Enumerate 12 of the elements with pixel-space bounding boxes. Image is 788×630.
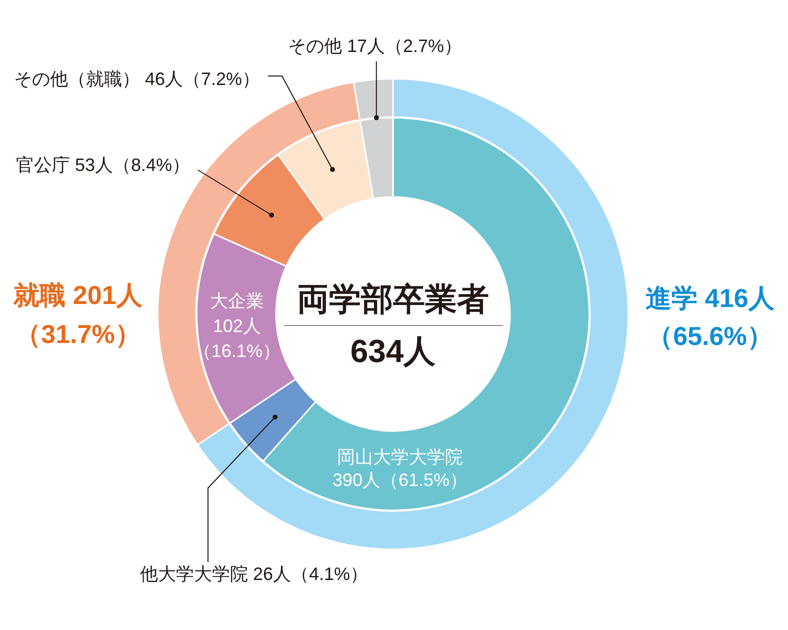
data-label: 102人（16.1%） <box>193 316 280 362</box>
slice-label: 就職 201人（31.7%） <box>12 280 144 350</box>
text: 両学部卒業者 <box>297 280 489 317</box>
slice-label: 他大学大学院 26人（4.1%） <box>140 564 368 584</box>
slice-label: 大企業 <box>210 291 264 312</box>
slice-label: 進学 416人（65.6%） <box>646 283 776 352</box>
slice-label: 岡山大学大学院 <box>337 446 463 467</box>
data-label: 390人（61.5%） <box>332 470 468 490</box>
slice-label: その他 17人（2.7%） <box>288 36 462 56</box>
slice-label: 官公庁 53人（8.4%） <box>16 154 190 175</box>
slice-label: その他（就職） 46人（7.2%） <box>14 68 260 89</box>
text: 634人 <box>350 332 437 369</box>
